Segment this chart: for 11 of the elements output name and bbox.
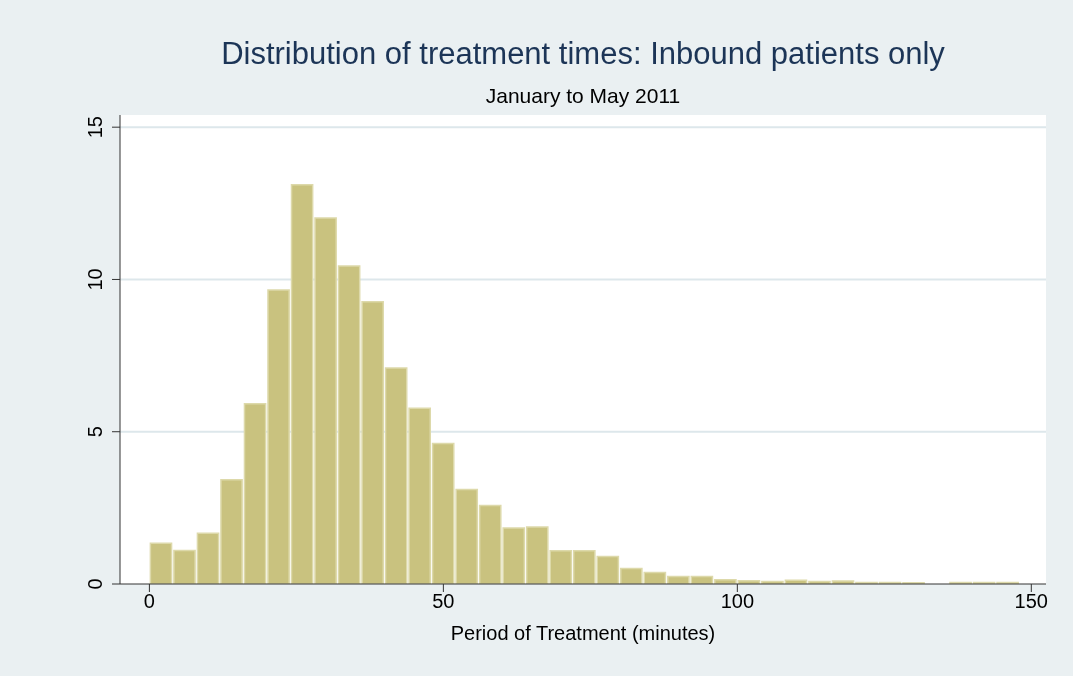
y-tick-label: 5 [84,426,106,438]
y-tick-label: 0 [84,578,106,590]
chart-title: Distribution of treatment times: Inbound patients only [220,36,946,72]
x-tick-label: 100 [720,590,755,613]
y-tick-label: 10 [84,268,106,291]
x-tick-label: 50 [432,590,455,613]
x-axis-title: Period of Treatment (minutes) [450,622,716,644]
x-tick-label: 150 [1014,590,1048,613]
x-tick-label: 0 [143,590,155,613]
chart-subtitle: January to May 2011 [484,84,682,108]
y-tick-label: 15 [84,116,106,139]
